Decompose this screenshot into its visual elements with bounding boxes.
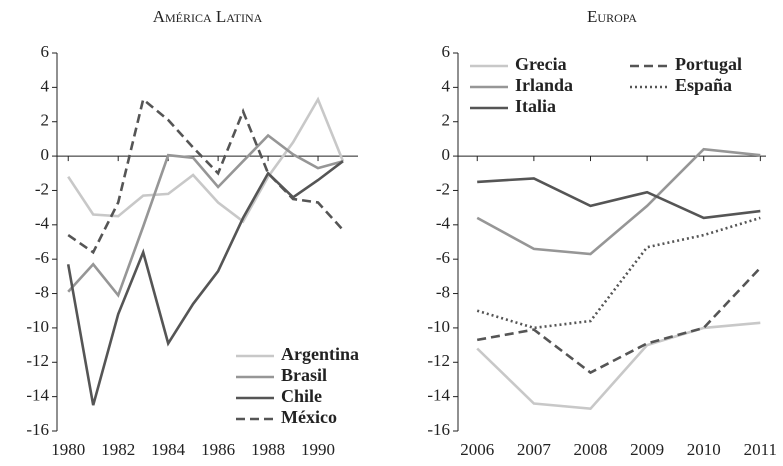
legend-label: Italia xyxy=(515,96,556,116)
legend-label: Portugal xyxy=(675,54,742,74)
y-tick-label: -12 xyxy=(26,351,49,370)
series-line xyxy=(477,177,761,220)
series-line xyxy=(67,96,345,224)
y-tick-label: 4 xyxy=(41,76,50,95)
legend-label: Irlanda xyxy=(515,75,573,95)
x-tick-label: 1990 xyxy=(301,440,335,459)
y-tick-label: -16 xyxy=(427,420,450,439)
series-line xyxy=(476,147,761,256)
legend-label: México xyxy=(281,407,337,427)
x-tick-label: 2008 xyxy=(573,440,607,459)
legend-label: Chile xyxy=(281,386,322,406)
chart-title: Europa xyxy=(587,7,637,26)
y-tick-label: -14 xyxy=(26,386,49,405)
x-tick-label: 1984 xyxy=(151,440,186,459)
y-tick-label: -2 xyxy=(35,179,49,198)
y-tick-label: -4 xyxy=(436,214,451,233)
x-tick-label: 1986 xyxy=(201,440,235,459)
chart-title: América Latina xyxy=(153,7,263,26)
y-tick-label: -2 xyxy=(436,179,450,198)
series-line xyxy=(66,160,344,406)
y-tick-label: 6 xyxy=(41,42,50,61)
x-tick-label: 2009 xyxy=(630,440,664,459)
x-tick-label: 2011 xyxy=(744,440,777,459)
x-tick-label: 1982 xyxy=(101,440,135,459)
y-tick-label: -14 xyxy=(427,386,450,405)
y-tick-label: 0 xyxy=(442,145,451,164)
y-tick-label: 2 xyxy=(442,111,451,130)
y-tick-label: 0 xyxy=(41,145,50,164)
y-tick-label: -4 xyxy=(35,214,50,233)
y-tick-label: 6 xyxy=(442,42,451,61)
series-line xyxy=(67,133,344,298)
series-line xyxy=(476,266,762,375)
legend-label: Grecia xyxy=(515,54,567,74)
x-tick-label: 2010 xyxy=(687,440,721,459)
legend-label: Brasil xyxy=(281,365,327,385)
legend-label: Argentina xyxy=(281,344,359,364)
y-tick-label: -10 xyxy=(427,317,450,336)
y-tick-label: -6 xyxy=(35,248,49,267)
y-tick-label: -8 xyxy=(35,282,49,301)
x-tick-label: 1988 xyxy=(251,440,285,459)
x-tick-label: 1980 xyxy=(51,440,85,459)
y-tick-label: 2 xyxy=(41,111,50,130)
x-tick-label: 2006 xyxy=(460,440,494,459)
y-tick-label: -12 xyxy=(427,351,450,370)
x-tick-label: 2007 xyxy=(517,440,552,459)
series-line xyxy=(67,97,344,255)
y-tick-label: -8 xyxy=(436,282,450,301)
y-tick-label: 4 xyxy=(442,76,451,95)
series-line xyxy=(476,321,761,411)
y-tick-label: -6 xyxy=(436,248,450,267)
y-tick-label: -16 xyxy=(26,420,49,439)
legend-label: España xyxy=(675,75,732,95)
y-tick-label: -10 xyxy=(26,317,49,336)
